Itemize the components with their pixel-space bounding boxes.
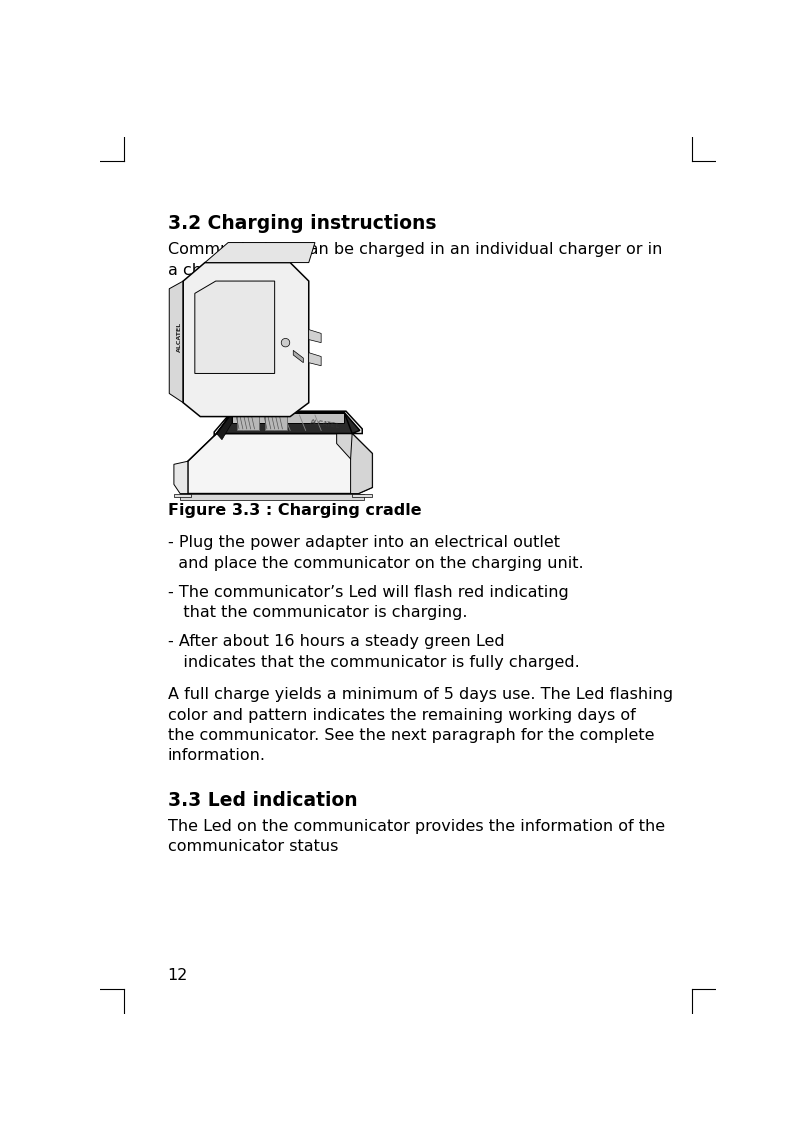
- Text: 3.3 Led indication: 3.3 Led indication: [168, 790, 357, 810]
- Text: communicator status: communicator status: [168, 839, 338, 854]
- Text: and place the communicator on the charging unit.: and place the communicator on the chargi…: [168, 556, 583, 571]
- Polygon shape: [174, 461, 188, 493]
- Text: indicates that the communicator is fully charged.: indicates that the communicator is fully…: [168, 655, 579, 670]
- Polygon shape: [205, 243, 315, 263]
- Polygon shape: [174, 493, 191, 498]
- Text: Communicators can be charged in an individual charger or in: Communicators can be charged in an indiv…: [168, 243, 662, 257]
- Text: - After about 16 hours a steady green Led: - After about 16 hours a steady green Le…: [168, 634, 505, 649]
- Polygon shape: [217, 412, 360, 434]
- Polygon shape: [195, 281, 275, 374]
- Text: the communicator. See the next paragraph for the complete: the communicator. See the next paragraph…: [168, 728, 654, 743]
- Text: 12: 12: [168, 967, 188, 983]
- Polygon shape: [170, 281, 183, 403]
- Polygon shape: [183, 263, 309, 417]
- Polygon shape: [237, 415, 259, 429]
- Polygon shape: [309, 353, 321, 366]
- Text: A full charge yields a minimum of 5 days use. The Led flashing: A full charge yields a minimum of 5 days…: [168, 687, 673, 703]
- Text: 3.2 Charging instructions: 3.2 Charging instructions: [168, 214, 436, 232]
- Text: color and pattern indicates the remaining working days of: color and pattern indicates the remainin…: [168, 707, 635, 722]
- Polygon shape: [232, 412, 345, 423]
- Text: ALCATEL: ALCATEL: [177, 322, 181, 352]
- Circle shape: [281, 338, 290, 347]
- Polygon shape: [188, 434, 373, 493]
- Text: information.: information.: [168, 748, 266, 763]
- Polygon shape: [337, 434, 373, 493]
- Polygon shape: [293, 351, 303, 362]
- Polygon shape: [352, 493, 373, 498]
- Text: a charger case.: a charger case.: [168, 263, 292, 278]
- Text: Figure 3.3 : Charging cradle: Figure 3.3 : Charging cradle: [168, 502, 421, 518]
- Polygon shape: [265, 415, 287, 429]
- Polygon shape: [309, 329, 321, 343]
- Polygon shape: [217, 412, 232, 440]
- Polygon shape: [180, 493, 364, 500]
- Text: The Led on the communicator provides the information of the: The Led on the communicator provides the…: [168, 819, 665, 834]
- Text: ALCATEL: ALCATEL: [310, 419, 340, 429]
- Text: - Plug the power adapter into an electrical outlet: - Plug the power adapter into an electri…: [168, 535, 560, 550]
- Text: - The communicator’s Led will flash red indicating: - The communicator’s Led will flash red …: [168, 584, 568, 600]
- Text: that the communicator is charging.: that the communicator is charging.: [168, 605, 467, 621]
